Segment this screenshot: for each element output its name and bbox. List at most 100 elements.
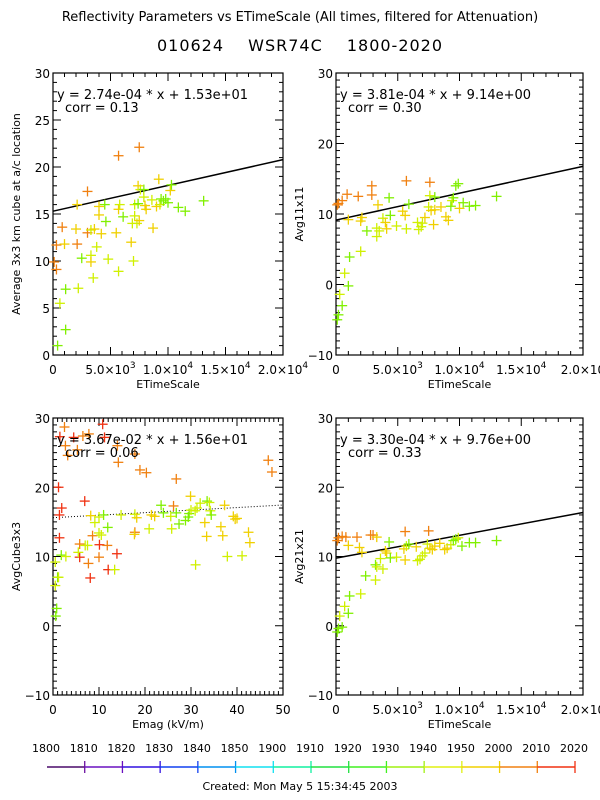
data-point [360, 570, 371, 581]
x-tick-label: 1.5×104 [496, 361, 546, 377]
colorbar-label: 1950 [447, 742, 475, 755]
data-point [158, 507, 169, 518]
data-point [400, 554, 411, 565]
data-point [83, 428, 94, 439]
data-point [138, 192, 149, 203]
time-colorbar: 1800 1810 1820 1830 1840 1850 1900 1910 1920 1930… [32, 742, 588, 773]
data-point [332, 199, 343, 210]
data-point [77, 431, 88, 442]
created-timestamp: Created: Mon May 5 15:34:45 2003 [202, 780, 398, 793]
x-tick-label: 1.5×104 [496, 701, 546, 717]
data-point [111, 548, 122, 559]
data-point [385, 210, 396, 221]
data-point [356, 212, 367, 223]
data-point [91, 241, 102, 252]
data-point [237, 550, 248, 561]
data-point [464, 201, 475, 212]
colorbar-label: 1910 [296, 742, 324, 755]
data-point [54, 509, 65, 520]
data-point [51, 603, 62, 614]
data-point [377, 563, 388, 574]
data-point [94, 209, 104, 220]
data-point [339, 268, 350, 279]
data-point [222, 551, 233, 562]
y-tick-label: 30 [318, 412, 333, 426]
fit-equation: y = 2.74e-04 * x + 1.53e+01 [57, 88, 248, 103]
data-point [491, 535, 502, 546]
data-point [50, 557, 61, 568]
data-point [53, 482, 64, 493]
data-point [50, 580, 61, 591]
data-point [74, 539, 85, 550]
data-point [156, 500, 167, 511]
data-point [72, 199, 83, 210]
colorbar-label: 1920 [334, 742, 362, 755]
data-point [109, 564, 120, 575]
data-point [166, 179, 177, 190]
data-point [54, 532, 65, 543]
x-axis-label: ETimeScale [428, 718, 492, 731]
data-point [112, 440, 123, 451]
data-point [334, 611, 345, 622]
y-tick-label: −10 [308, 689, 333, 703]
x-tick-label: 0 [49, 363, 57, 377]
colorbar-label: 1840 [183, 742, 211, 755]
regression-line [335, 165, 584, 221]
x-axis-label: ETimeScale [136, 378, 200, 391]
data-point [380, 217, 391, 228]
data-point [94, 552, 104, 563]
data-point [332, 626, 343, 637]
data-point [353, 191, 364, 202]
data-point [158, 195, 169, 206]
data-point [377, 213, 388, 224]
data-point [443, 215, 454, 226]
data-point [165, 185, 176, 196]
data-point [89, 224, 100, 235]
colorbar-label: 1830 [145, 742, 173, 755]
data-point [60, 284, 71, 295]
data-point [448, 192, 459, 203]
data-point [403, 539, 414, 550]
data-point [131, 512, 142, 523]
data-point [435, 201, 446, 212]
y-tick-label: 25 [35, 114, 50, 128]
data-point [198, 195, 209, 206]
x-tick-label: 1.0×104 [434, 361, 484, 377]
data-point [332, 314, 343, 325]
x-axis-label: Emag (kV/m) [132, 718, 204, 731]
y-tick-label: 10 [35, 551, 50, 565]
data-point [99, 199, 110, 210]
y-tick-label: 0 [42, 349, 50, 363]
data-point [339, 601, 350, 612]
data-point [195, 498, 206, 509]
data-point [141, 204, 152, 215]
y-tick-label: 0 [42, 620, 50, 634]
y-tick-label: 5 [42, 302, 50, 316]
colorbar-label: 1800 [32, 742, 60, 755]
data-point [82, 186, 93, 197]
data-point [97, 419, 108, 430]
data-point [52, 340, 63, 351]
correlation-label: corr = 0.33 [348, 446, 422, 461]
data-point [458, 197, 469, 208]
y-tick-label: 10 [35, 255, 50, 269]
data-point [99, 432, 110, 443]
data-point [424, 190, 435, 201]
data-point [428, 219, 439, 230]
data-point [113, 266, 124, 277]
data-point [54, 298, 65, 309]
x-tick-label: 5.0×103 [373, 701, 423, 717]
data-point [232, 513, 242, 524]
data-point [384, 536, 395, 547]
data-point [205, 505, 216, 516]
data-point [129, 210, 140, 221]
y-tick-label: 10 [318, 551, 333, 565]
data-point [424, 177, 435, 188]
data-point [68, 432, 79, 443]
data-point [230, 514, 241, 525]
data-point [116, 509, 127, 520]
data-point [185, 491, 196, 502]
data-point [131, 218, 142, 229]
data-point [96, 228, 107, 239]
data-point [450, 180, 461, 191]
